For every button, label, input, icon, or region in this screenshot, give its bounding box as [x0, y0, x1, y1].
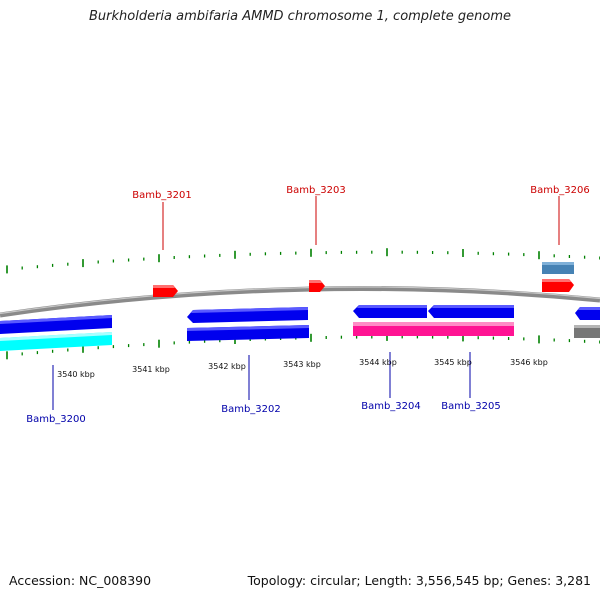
- reverse-gene-partial-right[interactable]: [575, 307, 600, 320]
- forward-gene-bamb-3206[interactable]: [542, 279, 574, 292]
- forward-gene-bamb-3201[interactable]: [153, 285, 178, 297]
- feature-block-cyan: [0, 332, 112, 351]
- gene-label-bamb-3204[interactable]: Bamb_3204: [361, 401, 421, 412]
- feature-block-blue: [187, 325, 309, 341]
- reverse-gene-bamb-3202[interactable]: [187, 307, 308, 323]
- map-title: Burkholderia ambifaria AMMD chromosome 1…: [88, 9, 512, 24]
- gene-label-bamb-3203[interactable]: Bamb_3203: [286, 185, 346, 196]
- feature-block-rna: [353, 322, 514, 336]
- forward-gene-bamb-3203[interactable]: [309, 280, 325, 292]
- topology-info: Topology: circular; Length: 3,556,545 bp…: [247, 573, 591, 588]
- reverse-gene-bamb-3204[interactable]: [353, 305, 427, 318]
- gene-label-bamb-3200[interactable]: Bamb_3200: [26, 414, 86, 425]
- feature-block-gray: [574, 325, 600, 338]
- outer-tick-ring: [6, 248, 600, 274]
- kbp-label-3545: 3545 kbp: [434, 358, 472, 367]
- gene-label-bamb-3202[interactable]: Bamb_3202: [221, 404, 281, 415]
- gene-label-bamb-3201[interactable]: Bamb_3201: [132, 190, 192, 201]
- gene-label-bamb-3206[interactable]: Bamb_3206: [530, 185, 590, 196]
- kbp-label-3541: 3541 kbp: [132, 365, 170, 374]
- kbp-label-3543: 3543 kbp: [283, 360, 321, 369]
- kbp-label-3544: 3544 kbp: [359, 358, 397, 367]
- kbp-label-3546: 3546 kbp: [510, 358, 548, 367]
- kbp-label-3540: 3540 kbp: [57, 370, 95, 379]
- gene-label-bamb-3205[interactable]: Bamb_3205: [441, 401, 501, 412]
- kbp-label-3542: 3542 kbp: [208, 362, 246, 371]
- reverse-gene-bamb-3205[interactable]: [428, 305, 514, 318]
- chromosome-backbone: [0, 285, 600, 318]
- accession-label: Accession: NC_008390: [9, 573, 152, 588]
- reverse-gene-bamb-3200[interactable]: [0, 315, 112, 334]
